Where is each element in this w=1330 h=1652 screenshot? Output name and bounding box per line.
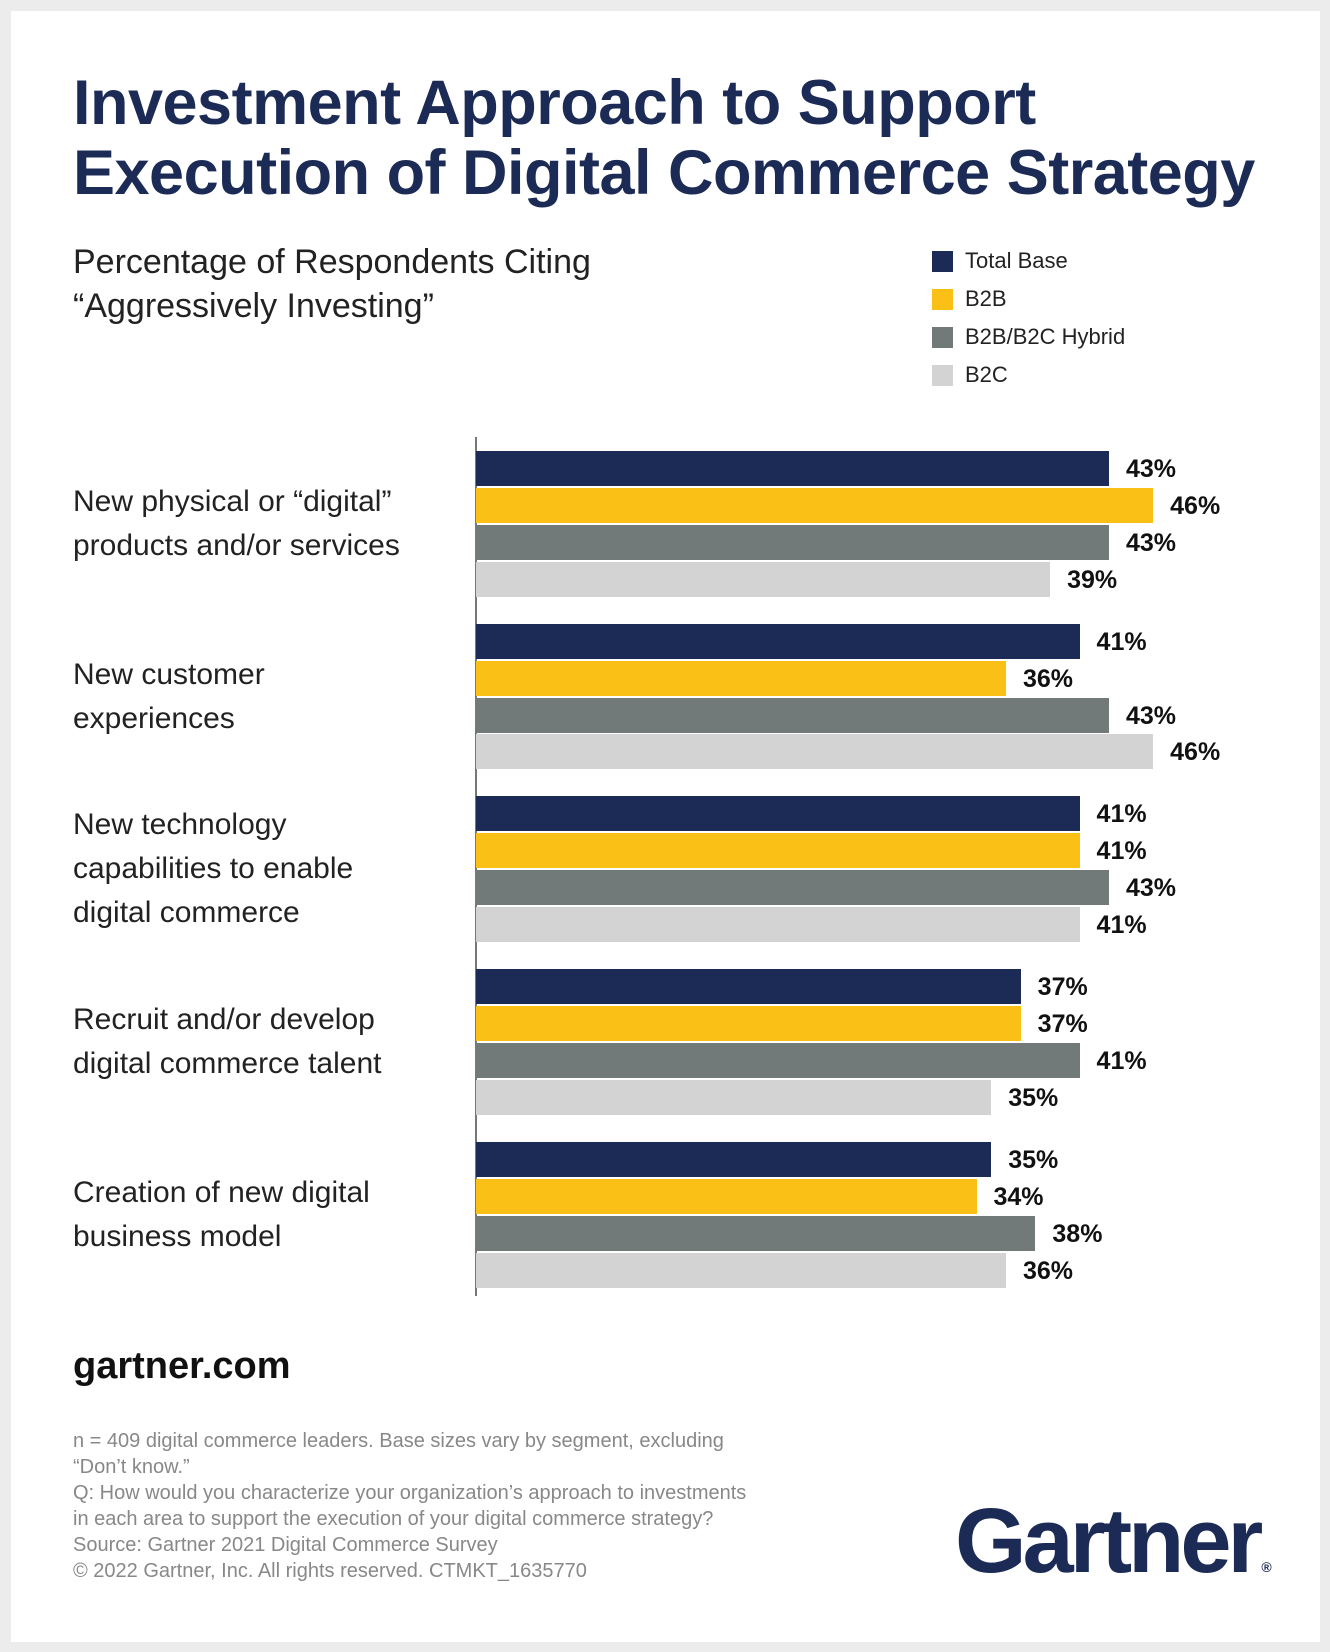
bar (476, 1079, 992, 1115)
data-label: 35% (1008, 1145, 1059, 1174)
bar (476, 697, 1109, 733)
subtitle-line: Percentage of Respondents Citing (73, 243, 591, 281)
bar (476, 796, 1080, 832)
bar (476, 487, 1154, 523)
bar (476, 1252, 1006, 1288)
title-line: Investment Approach to Support (73, 68, 1036, 138)
data-label: 38% (1052, 1219, 1103, 1248)
legend-label: B2B (965, 286, 1007, 311)
data-label: 41% (1096, 1046, 1147, 1075)
data-label: 43% (1126, 701, 1177, 730)
legend-item: B2C (932, 362, 1008, 387)
bar (476, 870, 1109, 906)
footnote-line: © 2022 Gartner, Inc. All rights reserved… (73, 1560, 587, 1582)
data-label: 43% (1126, 874, 1177, 903)
bar (476, 660, 1006, 696)
data-label: 37% (1037, 1010, 1088, 1038)
legend-label: B2C (965, 362, 1008, 387)
legend-item: B2B/B2C Hybrid (932, 324, 1126, 349)
footnote-line: in each area to support the execution of… (73, 1508, 714, 1530)
legend-item: B2B (932, 286, 1007, 311)
data-label: 43% (1126, 528, 1177, 557)
bar (476, 969, 1021, 1005)
legend-swatch (932, 250, 953, 272)
data-label: 34% (993, 1182, 1044, 1211)
legend-item: Total Base (932, 248, 1068, 273)
footnote-line: n = 409 digital commerce leaders. Base s… (73, 1430, 724, 1452)
bar (476, 561, 1051, 597)
data-label: 36% (1022, 664, 1073, 693)
bar (476, 1215, 1036, 1251)
bar (476, 1006, 1021, 1041)
bar (476, 524, 1109, 560)
footnote-line: Q: How would you characterize your organ… (73, 1482, 747, 1504)
footnote-line: Source: Gartner 2021 Digital Commerce Su… (73, 1534, 498, 1556)
data-label: 41% (1096, 627, 1147, 656)
footnote: n = 409 digital commerce leaders. Base s… (73, 1428, 873, 1584)
bar (476, 1042, 1080, 1078)
site-link[interactable]: gartner.com (73, 1345, 291, 1387)
category-label: New customer experiences (73, 657, 265, 735)
data-label: 37% (1037, 973, 1088, 1002)
legend-label: B2B/B2C Hybrid (965, 324, 1126, 349)
data-label: 43% (1126, 455, 1177, 483)
title-line: Execution of Digital Commerce Strategy (73, 138, 1255, 208)
legend-label: Total Base (965, 248, 1068, 273)
bar (476, 907, 1080, 943)
page-title: Investment Approach to Support Execution… (73, 68, 1255, 208)
category-label: New physical or “digital” products and/or… (73, 484, 400, 562)
category-label: Recruit and/or develop digital commerce t… (73, 1002, 382, 1080)
footnote-line: “Don’t know.” (73, 1456, 190, 1478)
legend-swatch (932, 326, 953, 348)
data-label: 39% (1067, 565, 1118, 594)
data-label: 46% (1170, 738, 1221, 767)
bar (476, 833, 1080, 869)
bar (476, 1178, 977, 1214)
chart-subtitle: Percentage of Respondents Citing “Aggres… (73, 240, 591, 328)
legend-swatch (932, 364, 953, 386)
bar (476, 623, 1080, 659)
category-label: Creation of new digital business model (73, 1175, 370, 1253)
data-label: 41% (1096, 911, 1147, 940)
bar (476, 734, 1154, 770)
gartner-logo: Gartner ® (955, 1490, 1272, 1592)
data-label: 41% (1096, 800, 1147, 829)
data-label: 46% (1170, 491, 1221, 520)
data-label: 35% (1008, 1083, 1059, 1112)
category-label: New technology capabilities to enable digi… (73, 808, 354, 930)
legend-swatch (932, 288, 953, 310)
subtitle-line: “Aggressively Investing” (73, 287, 434, 325)
bar (476, 451, 1109, 486)
bar (476, 1141, 992, 1177)
data-label: 41% (1096, 837, 1147, 866)
data-label: 36% (1022, 1256, 1073, 1285)
